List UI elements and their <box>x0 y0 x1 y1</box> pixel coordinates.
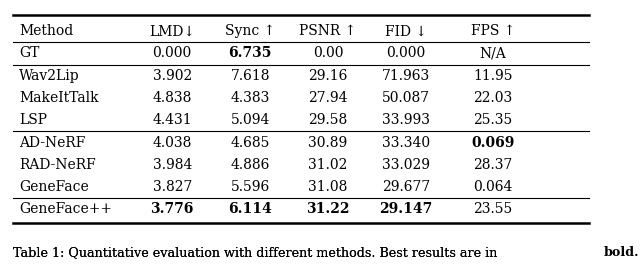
Text: 50.087: 50.087 <box>382 91 430 105</box>
Text: GeneFace++: GeneFace++ <box>19 202 113 216</box>
Text: Method: Method <box>19 24 74 38</box>
Text: PSNR ↑: PSNR ↑ <box>300 24 356 38</box>
Text: 3.984: 3.984 <box>152 158 192 172</box>
Text: LSP: LSP <box>19 113 47 127</box>
Text: 31.08: 31.08 <box>308 180 348 194</box>
Text: 28.37: 28.37 <box>473 158 513 172</box>
Text: 4.886: 4.886 <box>230 158 270 172</box>
Text: 23.55: 23.55 <box>474 202 513 216</box>
Text: 5.094: 5.094 <box>230 113 270 127</box>
Text: 3.902: 3.902 <box>152 69 192 83</box>
Text: LMD↓: LMD↓ <box>149 24 195 38</box>
Text: 29.677: 29.677 <box>382 180 430 194</box>
Text: 29.16: 29.16 <box>308 69 348 83</box>
Text: 6.735: 6.735 <box>228 46 272 60</box>
Text: 33.340: 33.340 <box>382 136 430 150</box>
Text: 71.963: 71.963 <box>382 69 430 83</box>
Text: Wav2Lip: Wav2Lip <box>19 69 80 83</box>
Text: Sync ↑: Sync ↑ <box>225 24 275 38</box>
Text: 0.000: 0.000 <box>387 46 426 60</box>
Text: 0.00: 0.00 <box>313 46 343 60</box>
Text: 4.038: 4.038 <box>152 136 192 150</box>
Text: FPS ↑: FPS ↑ <box>471 24 515 38</box>
Text: FID ↓: FID ↓ <box>385 24 427 38</box>
Text: GT: GT <box>19 46 40 60</box>
Text: 5.596: 5.596 <box>230 180 270 194</box>
Text: 6.114: 6.114 <box>228 202 272 216</box>
Text: 22.03: 22.03 <box>474 91 513 105</box>
Text: 7.618: 7.618 <box>230 69 270 83</box>
Text: MakeItTalk: MakeItTalk <box>19 91 99 105</box>
Text: 33.029: 33.029 <box>382 158 430 172</box>
Text: 29.58: 29.58 <box>308 113 348 127</box>
Text: 3.776: 3.776 <box>150 202 194 216</box>
Text: 33.993: 33.993 <box>382 113 430 127</box>
Text: 25.35: 25.35 <box>474 113 513 127</box>
Text: 30.89: 30.89 <box>308 136 348 150</box>
Text: 0.000: 0.000 <box>152 46 192 60</box>
Text: 0.069: 0.069 <box>471 136 515 150</box>
Text: 4.685: 4.685 <box>230 136 270 150</box>
Text: 27.94: 27.94 <box>308 91 348 105</box>
Text: 11.95: 11.95 <box>473 69 513 83</box>
Text: 4.838: 4.838 <box>152 91 192 105</box>
Text: Table 1: Quantitative evaluation with different methods. Best results are in: Table 1: Quantitative evaluation with di… <box>13 246 502 259</box>
Text: 31.22: 31.22 <box>307 202 350 216</box>
Text: Table 1: Quantitative evaluation with different methods. Best results are in: Table 1: Quantitative evaluation with di… <box>13 246 502 259</box>
Text: 0.064: 0.064 <box>473 180 513 194</box>
Text: GeneFace: GeneFace <box>19 180 89 194</box>
Text: 3.827: 3.827 <box>152 180 192 194</box>
Text: 4.383: 4.383 <box>230 91 270 105</box>
Text: AD-NeRF: AD-NeRF <box>19 136 86 150</box>
Text: RAD-NeRF: RAD-NeRF <box>19 158 96 172</box>
Text: N/A: N/A <box>479 46 506 60</box>
Text: bold.: bold. <box>604 246 639 259</box>
Text: 31.02: 31.02 <box>308 158 348 172</box>
Text: 29.147: 29.147 <box>380 202 433 216</box>
Text: 4.431: 4.431 <box>152 113 192 127</box>
